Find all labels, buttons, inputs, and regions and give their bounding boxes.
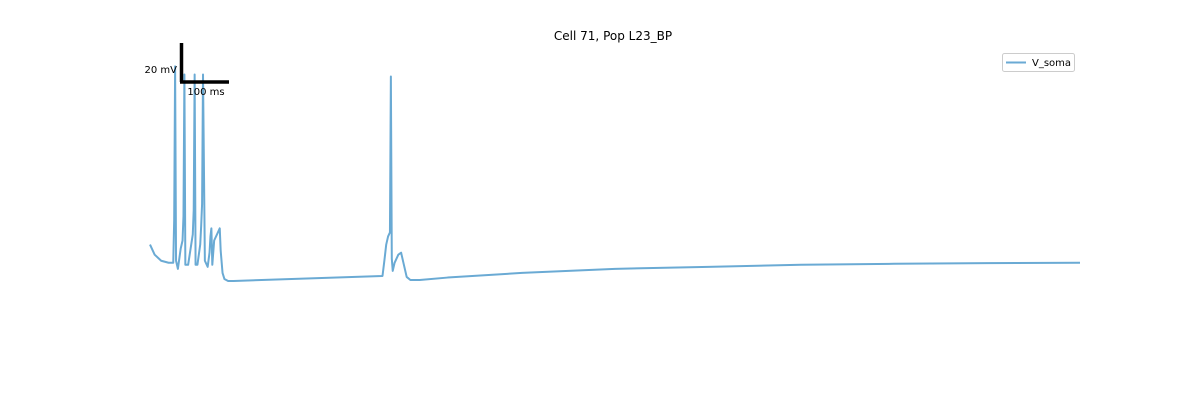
plot-area [149,65,1081,282]
scale-bar-voltage-label: 20 mV [145,65,178,76]
chart-title: Cell 71, Pop L23_BP [554,29,672,43]
legend-label-v-soma: V_soma [1032,58,1071,69]
scale-bar-time-label: 100 ms [187,87,224,98]
series-line-v-soma [149,65,1081,282]
legend-frame [1002,53,1075,72]
legend: V_soma [1002,53,1075,72]
scale-bar: 20 mV 100 ms [145,43,229,98]
